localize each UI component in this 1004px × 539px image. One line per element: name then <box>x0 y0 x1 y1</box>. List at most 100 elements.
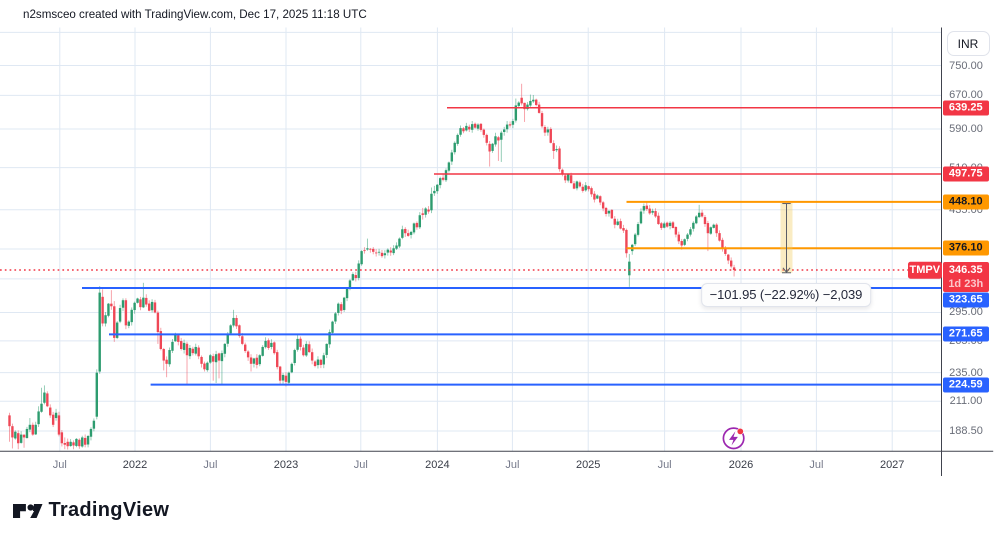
level-badge-497.75: 497.75 <box>942 166 989 182</box>
candle-body <box>290 363 293 373</box>
candle-body <box>470 124 474 130</box>
candle-body <box>540 113 544 127</box>
candle-body <box>46 393 49 407</box>
candle-body <box>168 350 171 365</box>
candle-body <box>179 341 183 349</box>
candle-body <box>360 251 363 265</box>
candle-body <box>552 143 555 151</box>
candle-body <box>182 342 186 350</box>
candle-body <box>31 424 34 435</box>
candle-body <box>209 355 212 363</box>
candle-body <box>639 211 643 224</box>
candle-body <box>648 208 651 214</box>
candle-body <box>680 241 683 246</box>
candle-body <box>406 233 410 236</box>
measure-tool-label[interactable]: −101.95 (−22.92%) −2,039 <box>701 282 871 307</box>
candle-body <box>185 343 189 356</box>
candle-body <box>366 248 369 250</box>
candle-body <box>200 356 203 364</box>
candle-body <box>348 280 352 288</box>
candle-body <box>392 248 395 254</box>
candle-body <box>115 322 119 338</box>
candle-body <box>363 250 366 252</box>
candle-body <box>532 99 535 102</box>
candle-body <box>337 303 340 313</box>
tradingview-logo[interactable]: TradingView <box>13 499 169 522</box>
candle-body <box>322 355 325 365</box>
level-badge-639.25: 639.25 <box>942 100 989 116</box>
candle-body <box>564 175 567 181</box>
candle-body <box>727 254 730 261</box>
candle-body <box>380 252 384 257</box>
candle-body <box>683 239 686 245</box>
candle-body <box>709 227 713 234</box>
candle-body <box>281 374 285 381</box>
level-badge-323.65: 323.65 <box>942 292 989 308</box>
candle-body <box>607 210 611 214</box>
candle-body <box>319 359 323 365</box>
candle-body <box>334 313 337 322</box>
candle-body <box>526 104 529 110</box>
candle-body <box>188 347 192 357</box>
candle-body <box>34 424 37 435</box>
candle-body <box>165 359 168 364</box>
candle-body <box>246 351 250 358</box>
candle-body <box>389 250 392 253</box>
candle-body <box>238 325 241 336</box>
logo-glyph-one <box>13 504 26 519</box>
time-tick-Jul: Jul <box>809 459 824 471</box>
candle-body <box>273 342 276 354</box>
candle-body <box>177 335 180 342</box>
candle-body <box>369 248 372 250</box>
candle-body <box>159 331 163 349</box>
candle-body <box>316 359 320 366</box>
candle-body <box>578 182 582 187</box>
candle-body <box>462 128 465 132</box>
candle-body <box>194 346 197 354</box>
candle-body <box>217 353 221 361</box>
candle-body <box>14 431 17 439</box>
price-tick-590.00: 590.00 <box>949 123 983 136</box>
last-price-badge: 346.35 1d 23h <box>942 262 989 292</box>
candle-body <box>232 317 235 326</box>
candle-body <box>156 312 160 333</box>
candle-body <box>305 343 308 356</box>
candle-body <box>104 315 107 324</box>
candle-body <box>310 352 314 361</box>
candle-body <box>555 149 558 151</box>
level-badge-271.65: 271.65 <box>942 326 989 342</box>
candle-body <box>601 202 605 209</box>
candle-body <box>663 223 666 228</box>
candle-body <box>433 190 436 194</box>
candle-body <box>276 352 279 368</box>
candle-body <box>657 215 660 225</box>
candle-body <box>444 170 448 181</box>
candle-body <box>101 296 104 324</box>
candle-body <box>671 222 675 228</box>
level-badge-448.10: 448.10 <box>942 194 989 210</box>
candle-body <box>258 355 261 365</box>
candle-body <box>72 442 75 446</box>
candle-body <box>17 433 20 444</box>
candle-body <box>40 403 43 412</box>
candle-body <box>537 104 541 113</box>
flash-icon <box>729 431 738 446</box>
candle-body <box>139 299 142 308</box>
candle-body <box>89 428 93 437</box>
time-tick-Jul: Jul <box>203 459 218 471</box>
candle-body <box>299 338 302 347</box>
time-tick-2027: 2027 <box>879 459 905 471</box>
candle-body <box>235 318 238 327</box>
candle-body <box>92 420 96 429</box>
candle-body <box>561 169 564 175</box>
candle-body <box>514 105 518 121</box>
candle-body <box>485 134 488 143</box>
candle-body <box>147 303 151 311</box>
candle-body <box>267 340 270 348</box>
time-tick-Jul: Jul <box>505 459 520 471</box>
candle-body <box>569 175 573 184</box>
candle-body <box>715 224 718 234</box>
candle-body <box>503 129 506 132</box>
candle-body <box>340 304 343 311</box>
